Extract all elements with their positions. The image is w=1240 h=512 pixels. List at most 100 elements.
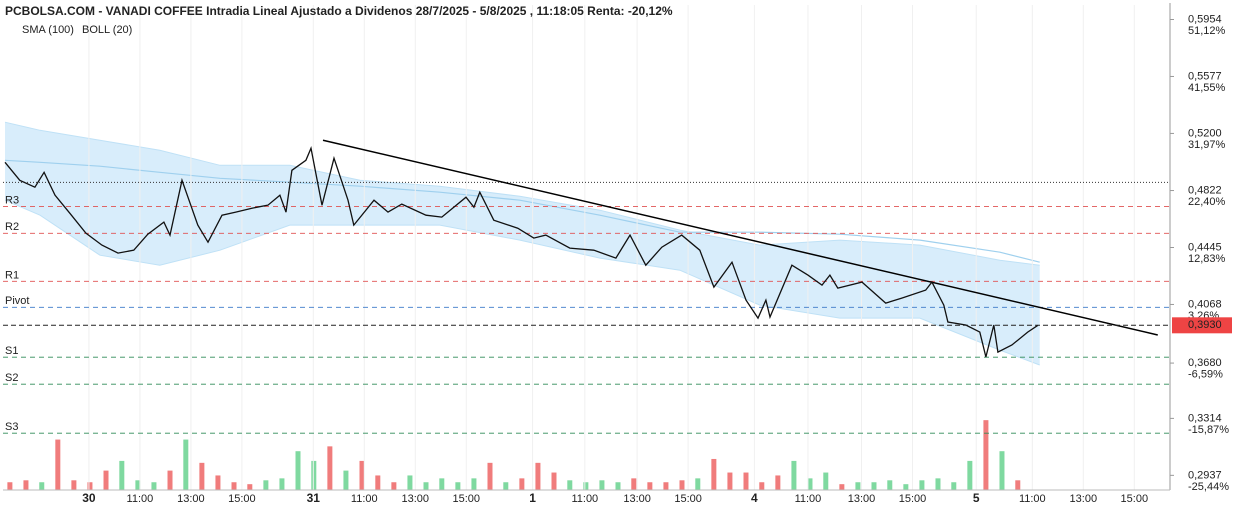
x-tick-label: 13:00 (177, 493, 205, 505)
y2-tick-label: -6,59% (1188, 369, 1223, 381)
x-tick-label: 13:00 (623, 493, 651, 505)
x-tick-label: 11:00 (127, 493, 154, 505)
volume-bar (327, 446, 333, 490)
level-label: R2 (5, 221, 19, 233)
volume-bar (839, 484, 845, 490)
x-tick-label: 15:00 (228, 493, 256, 505)
volume-bar (759, 482, 765, 490)
volume-bar (231, 482, 237, 490)
volume-bar (775, 475, 781, 490)
volume-bar (87, 482, 93, 490)
y-tick-label: 0,4068 (1188, 298, 1222, 310)
y2-tick-label: 41,55% (1188, 82, 1226, 94)
trendline (322, 139, 1158, 336)
y-tick-label: 0,3314 (1188, 412, 1222, 424)
level-label: R1 (5, 269, 19, 281)
x-tick-label: 13:00 (402, 493, 430, 505)
volume-bar (279, 478, 285, 490)
volume-bar (263, 480, 269, 490)
volume-bar (39, 482, 45, 490)
band-edge (4, 199, 1040, 366)
volume-bar (871, 482, 877, 490)
volume-bar (903, 484, 909, 490)
x-tick-label: 30 (82, 491, 96, 505)
y-tick-label: 0,5954 (1188, 13, 1222, 25)
volume-bar (391, 482, 397, 490)
volume-bar (567, 480, 573, 490)
y2-tick-label: 51,12% (1188, 25, 1226, 37)
volume-bar (887, 480, 893, 490)
level-label: Pivot (5, 295, 29, 307)
x-tick-label: 11:00 (351, 493, 378, 505)
volume-bar (119, 460, 125, 490)
x-tick-label: 11:00 (1019, 493, 1046, 505)
volume-bar (135, 480, 141, 490)
volume-bar (919, 480, 925, 490)
volume-bar (167, 470, 173, 490)
legend-item: SMA (100) (22, 24, 74, 36)
volume-bar (311, 460, 317, 490)
x-tick-label: 31 (307, 491, 321, 505)
volume-bar (807, 478, 813, 490)
y-tick-label: 0,4445 (1188, 241, 1222, 253)
y-tick-label: 0,3680 (1188, 357, 1222, 369)
volume-bar (183, 439, 189, 490)
y-tick-label: 0,2937 (1188, 469, 1222, 481)
volume-bar (711, 458, 717, 490)
volume-bar (599, 480, 605, 490)
volume-bar (823, 472, 829, 490)
volume-bar (551, 472, 557, 490)
y-tick-label: 0,5200 (1188, 127, 1222, 139)
volume-bar (999, 451, 1005, 490)
volume-bar (55, 439, 61, 490)
volume-bar (983, 420, 989, 490)
volume-bar (103, 470, 109, 490)
level-label: R3 (5, 194, 19, 206)
price-line (4, 145, 1039, 358)
volume-bar (199, 462, 205, 490)
volume-bar (295, 451, 301, 490)
volume-bar (503, 482, 509, 490)
x-tick-label: 4 (751, 491, 758, 505)
x-tick-label: 11:00 (795, 493, 822, 505)
x-tick-label: 1 (529, 491, 536, 505)
volume-bar (631, 478, 637, 490)
level-label: S1 (5, 345, 18, 357)
volume-bar (375, 475, 381, 490)
volume-bar (343, 470, 349, 490)
volume-bar (647, 482, 653, 490)
volume-bar (23, 480, 29, 490)
x-tick-label: 15:00 (674, 493, 702, 505)
y-tick-label: 0,4822 (1188, 184, 1222, 196)
volume-bar (471, 478, 477, 490)
volume-bar (455, 482, 461, 490)
y-tick-label: 0,5577 (1188, 70, 1222, 82)
x-tick-label: 15:00 (1121, 493, 1149, 505)
sma-line (4, 159, 1040, 263)
volume-bar (151, 482, 157, 490)
volume-bar (535, 462, 541, 490)
last-price-label: 0,3930 (1188, 319, 1222, 331)
y2-tick-label: 12,83% (1188, 253, 1226, 265)
x-tick-label: 13:00 (848, 493, 876, 505)
volume-bar (615, 482, 621, 490)
volume-bar (855, 482, 861, 490)
x-tick-label: 5 (973, 491, 980, 505)
volume-bar (679, 480, 685, 490)
volume-bar (423, 482, 429, 490)
volume-bar (951, 482, 957, 490)
volume-bar (215, 475, 221, 490)
y2-tick-label: -25,44% (1188, 481, 1229, 493)
level-label: S3 (5, 421, 18, 433)
volume-bar (359, 460, 365, 490)
volume-bar (935, 478, 941, 490)
chart-title: PCBOLSA.COM - VANADI COFFEE Intradia Lin… (5, 4, 673, 18)
y2-tick-label: 22,40% (1188, 196, 1226, 208)
volume-bar (791, 460, 797, 490)
volume-bar (519, 478, 525, 490)
x-tick-label: 15:00 (453, 493, 481, 505)
volume-bar (583, 482, 589, 490)
volume-bar (439, 478, 445, 490)
plot-layer: 30 11:00 13:00 15:00 31 11:00 13:00 15:00 1 11:00… (3, 5, 1229, 505)
